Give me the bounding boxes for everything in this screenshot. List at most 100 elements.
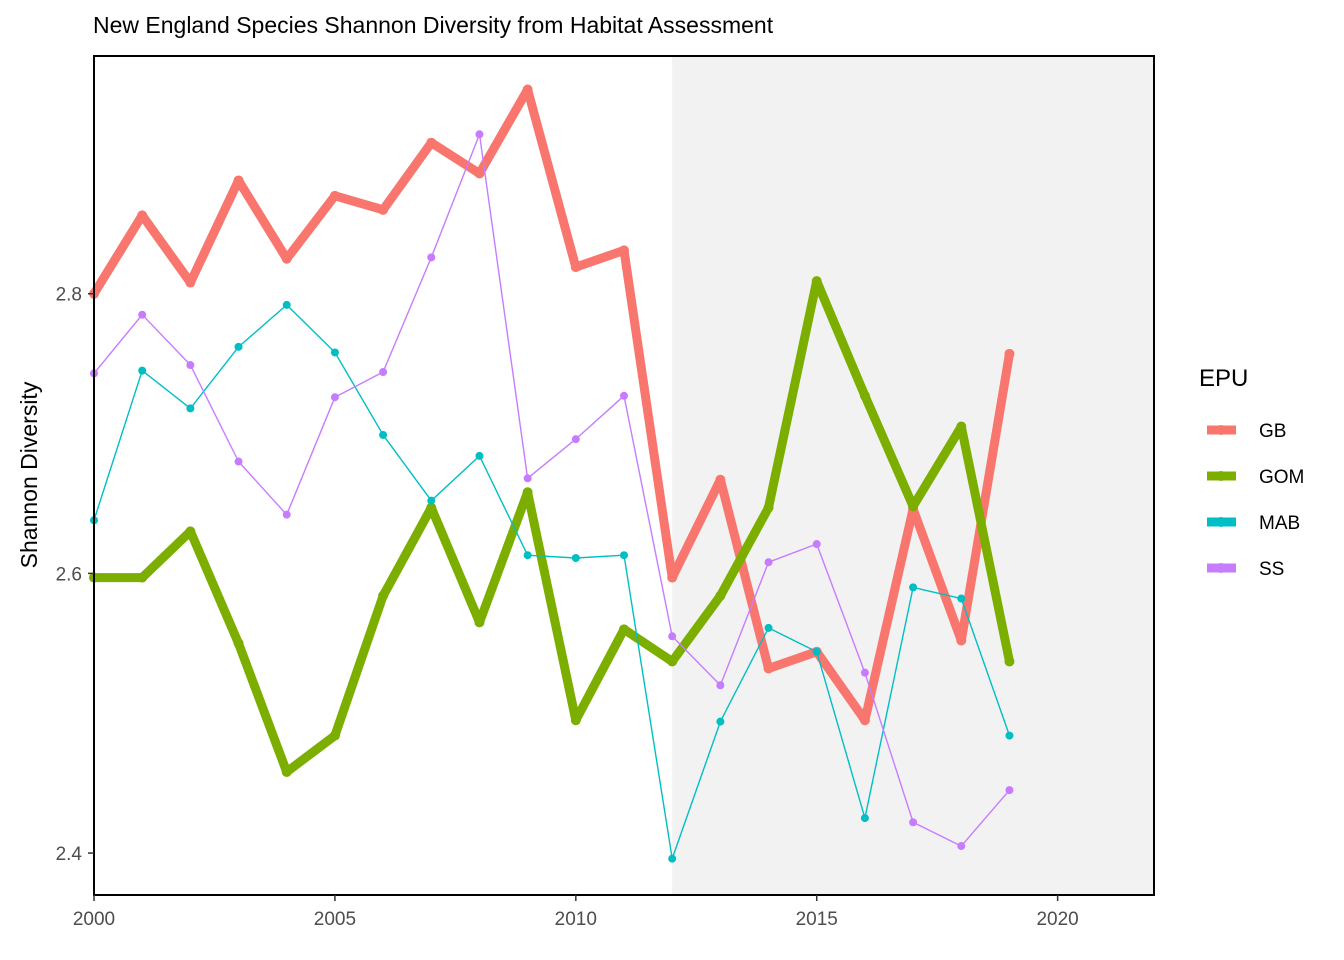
data-point-gom-2017 bbox=[908, 501, 919, 512]
data-point-gom-2015 bbox=[811, 276, 822, 287]
data-point-mab-2009 bbox=[523, 551, 532, 560]
data-point-ss-2005 bbox=[330, 393, 339, 402]
data-point-gom-2008 bbox=[474, 617, 485, 628]
data-point-mab-2012 bbox=[668, 854, 677, 863]
data-point-ss-2006 bbox=[379, 368, 388, 377]
x-tick-label: 2015 bbox=[796, 909, 838, 930]
series-layer bbox=[89, 84, 1015, 863]
data-point-mab-2013 bbox=[716, 717, 725, 726]
shaded-region-layer bbox=[672, 57, 1154, 894]
series-ss bbox=[90, 130, 1014, 851]
data-point-mab-2003 bbox=[234, 342, 243, 351]
data-point-ss-2016 bbox=[860, 668, 869, 677]
legend: EPU GB GOM MAB SS bbox=[1199, 365, 1304, 580]
legend-key-point bbox=[1216, 517, 1226, 527]
series-line-gom bbox=[89, 276, 1014, 777]
data-point-mab-2010 bbox=[571, 554, 580, 563]
data-point-mab-2017 bbox=[909, 583, 918, 592]
series-mab bbox=[90, 300, 1014, 863]
data-point-gom-2007 bbox=[426, 502, 437, 513]
series-gom bbox=[89, 276, 1015, 777]
data-point-gb-2004 bbox=[281, 253, 292, 264]
legend-key-point bbox=[1216, 471, 1226, 481]
series-line-mab bbox=[93, 304, 1011, 860]
data-point-gom-2009 bbox=[522, 487, 533, 498]
data-point-gb-2012 bbox=[667, 572, 678, 583]
data-point-gom-2005 bbox=[329, 730, 340, 741]
data-point-gom-2001 bbox=[137, 572, 148, 583]
data-point-ss-2009 bbox=[523, 474, 532, 483]
data-point-gb-2007 bbox=[426, 137, 437, 148]
x-tick-label: 2005 bbox=[314, 909, 356, 930]
data-point-gb-2009 bbox=[522, 84, 533, 95]
data-point-mab-2008 bbox=[475, 451, 484, 460]
data-point-gb-2006 bbox=[378, 204, 389, 215]
legend-key-point bbox=[1216, 563, 1226, 573]
data-point-gom-2014 bbox=[763, 502, 774, 513]
legend-label: SS bbox=[1259, 559, 1284, 580]
legend-item-ss: SS bbox=[1207, 559, 1284, 580]
data-point-gom-2006 bbox=[378, 590, 389, 601]
data-point-ss-2003 bbox=[234, 457, 243, 466]
shaded-region bbox=[672, 57, 1154, 894]
data-point-gom-2016 bbox=[859, 390, 870, 401]
data-point-mab-2011 bbox=[620, 551, 628, 560]
data-point-mab-2016 bbox=[860, 814, 869, 823]
x-tick-label: 2020 bbox=[1036, 909, 1078, 930]
legend-item-gom: GOM bbox=[1207, 467, 1304, 488]
data-point-gom-2004 bbox=[281, 766, 292, 777]
data-point-mab-2015 bbox=[812, 647, 821, 656]
legend-label: GB bbox=[1259, 421, 1286, 442]
legend-title: EPU bbox=[1199, 365, 1248, 392]
data-point-gom-2018 bbox=[956, 421, 967, 432]
data-point-ss-2012 bbox=[668, 632, 677, 641]
data-point-gb-2008 bbox=[474, 168, 485, 179]
data-point-gom-2012 bbox=[667, 656, 678, 667]
data-point-gb-2011 bbox=[619, 245, 629, 256]
data-point-ss-2008 bbox=[475, 130, 484, 139]
data-point-ss-2001 bbox=[138, 310, 147, 319]
plot-panel-border bbox=[93, 55, 1155, 896]
legend-item-mab: MAB bbox=[1207, 513, 1300, 534]
data-point-gom-2019 bbox=[1004, 656, 1015, 667]
data-point-gom-2002 bbox=[185, 526, 196, 537]
series-line-ss bbox=[93, 133, 1011, 847]
data-point-ss-2017 bbox=[909, 818, 918, 827]
data-point-ss-2014 bbox=[764, 558, 773, 567]
data-point-ss-2018 bbox=[957, 842, 966, 851]
data-point-mab-2002 bbox=[186, 404, 195, 413]
data-point-gb-2010 bbox=[570, 262, 581, 273]
y-tick-label: 2.8 bbox=[56, 285, 82, 306]
data-point-ss-2010 bbox=[571, 435, 580, 444]
data-point-gom-2013 bbox=[715, 590, 726, 601]
y-axis-title: Shannon Diversity bbox=[16, 381, 42, 568]
data-point-gb-2003 bbox=[233, 175, 244, 186]
data-point-ss-2013 bbox=[716, 681, 725, 690]
data-point-ss-2004 bbox=[282, 510, 291, 519]
data-point-mab-2004 bbox=[282, 300, 291, 309]
data-point-mab-2019 bbox=[1005, 731, 1014, 740]
data-point-ss-2019 bbox=[1005, 786, 1014, 795]
data-point-gb-2013 bbox=[715, 474, 726, 485]
data-point-ss-2015 bbox=[812, 540, 821, 549]
y-tick-label: 2.4 bbox=[56, 844, 83, 865]
data-point-ss-2011 bbox=[620, 391, 628, 400]
data-point-mab-2014 bbox=[764, 623, 773, 632]
data-point-mab-2001 bbox=[138, 366, 147, 375]
data-point-gb-2019 bbox=[1004, 348, 1015, 359]
data-point-mab-2005 bbox=[330, 348, 339, 357]
data-point-ss-2007 bbox=[427, 253, 436, 262]
data-point-mab-2006 bbox=[379, 430, 388, 439]
legend-item-gb: GB bbox=[1207, 421, 1286, 442]
series-line-gb bbox=[89, 85, 1014, 725]
x-tick-label: 2010 bbox=[555, 909, 597, 930]
data-point-gom-2003 bbox=[233, 638, 244, 649]
y-tick-label: 2.6 bbox=[56, 564, 82, 585]
data-point-gb-2014 bbox=[763, 663, 774, 674]
x-tick-label: 2000 bbox=[73, 909, 115, 930]
axis-layer: 2000 2005 2010 2015 2020 2.4 2.6 2.8 bbox=[56, 285, 1079, 930]
legend-key-point bbox=[1216, 425, 1226, 435]
chart-title: New England Species Shannon Diversity fr… bbox=[93, 12, 774, 38]
data-point-gb-2005 bbox=[329, 190, 340, 201]
